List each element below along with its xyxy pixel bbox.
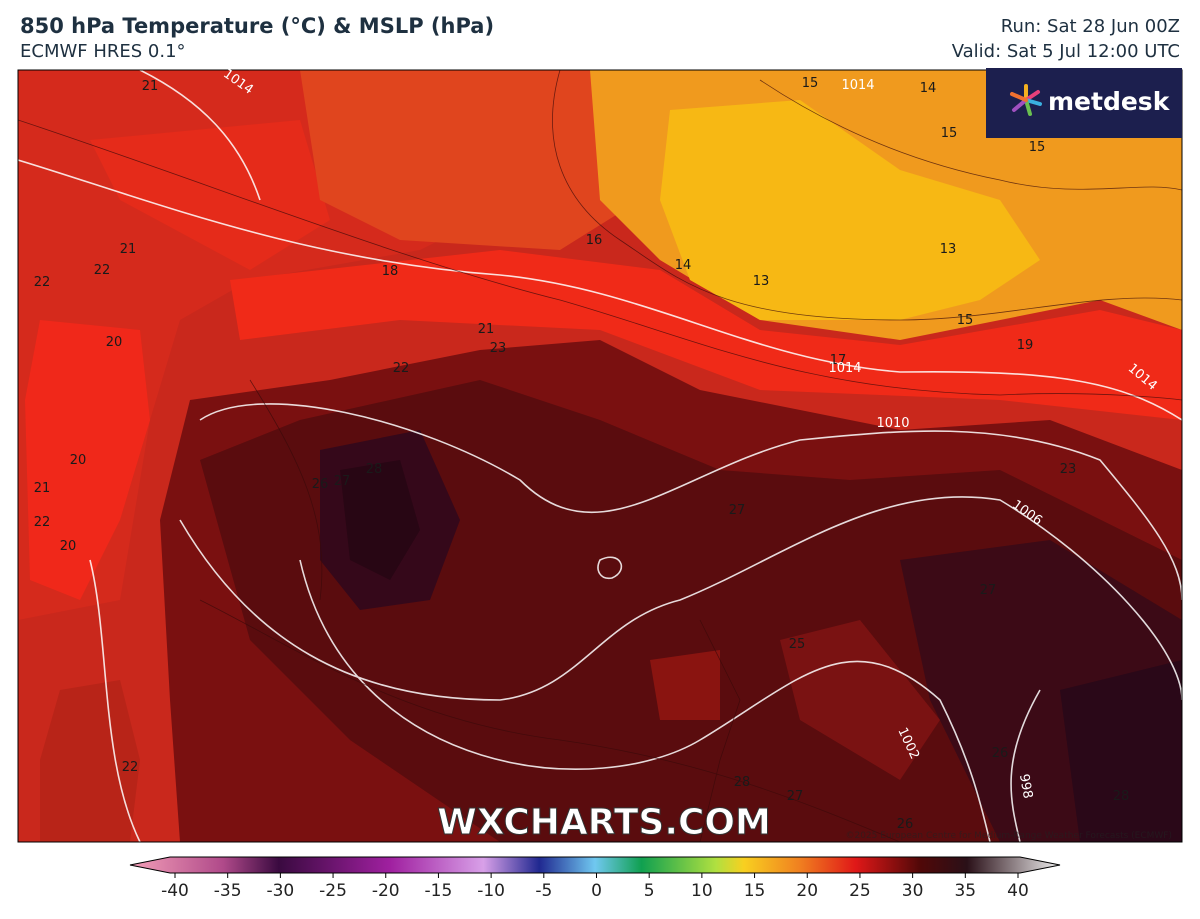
logo-icon [1010, 84, 1042, 116]
colorbar-tick-label: -30 [266, 881, 294, 901]
logo-box [986, 68, 1182, 138]
temperature-label: 28 [734, 775, 751, 790]
colorbar-tick-label: 30 [902, 881, 924, 901]
subtitle: ECMWF HRES 0.1° [20, 41, 186, 62]
temperature-label: 20 [106, 335, 123, 350]
pressure-label: 1010 [876, 416, 909, 431]
watermark: WXCHARTS.COM [437, 802, 771, 843]
temperature-label: 13 [753, 274, 770, 289]
temperature-label: 16 [586, 233, 603, 248]
temperature-label: 28 [1113, 789, 1130, 804]
temperature-label: 27 [334, 474, 351, 489]
temperature-label: 21 [142, 79, 159, 94]
temperature-label: 26 [897, 817, 914, 832]
colorbar-tick-label: -10 [477, 881, 505, 901]
colorbar [129, 856, 1061, 874]
temperature-label: 21 [478, 322, 495, 337]
temperature-label: 25 [789, 637, 806, 652]
title: 850 hPa Temperature (°C) & MSLP (hPa) [20, 14, 495, 38]
temperature-label: 22 [94, 263, 111, 278]
temperature-label: 15 [802, 76, 819, 91]
temperature-label: 27 [980, 583, 997, 598]
pressure-label: 998 [1016, 773, 1035, 800]
temperature-label: 20 [70, 453, 87, 468]
logo-text: metdesk [1048, 87, 1171, 116]
colorbar-tick-label: 5 [644, 881, 655, 901]
temperature-label: 15 [941, 126, 958, 141]
temperature-label: 14 [675, 258, 692, 273]
colorbar-tick-label: 15 [744, 881, 766, 901]
map-frame [17, 69, 1183, 843]
colorbar-tick-label: 0 [591, 881, 602, 901]
colorbar-tick-label: 35 [954, 881, 976, 901]
temperature-label: 15 [957, 313, 974, 328]
temperature-label: 18 [382, 264, 399, 279]
temperature-label: 27 [787, 789, 804, 804]
temperature-label: 14 [920, 81, 937, 96]
temperature-label: 20 [60, 539, 77, 554]
pressure-label: 1014 [841, 78, 874, 93]
temperature-label: 22 [34, 275, 51, 290]
temperature-label: 28 [366, 462, 383, 477]
colorbar-tick-label: -15 [425, 881, 453, 901]
valid-time: Valid: Sat 5 Jul 12:00 UTC [951, 41, 1180, 62]
temperature-label: 15 [1029, 140, 1046, 155]
temperature-label: 22 [122, 760, 139, 775]
temperature-label: 13 [940, 242, 957, 257]
temperature-label: 23 [490, 341, 507, 356]
temperature-label: 27 [729, 503, 746, 518]
colorbar-tick-label: 20 [796, 881, 818, 901]
colorbar-tick-label: -35 [214, 881, 242, 901]
copyright: ©2025 European Centre for Medium-Range W… [845, 831, 1172, 841]
colorbar-tick-label: 10 [691, 881, 713, 901]
temperature-label: 26 [312, 477, 329, 492]
pressure-label: 1014 [828, 361, 861, 376]
temperature-label: 26 [992, 746, 1009, 761]
temperature-label: 19 [1017, 338, 1034, 353]
colorbar-tick-label: -40 [161, 881, 189, 901]
run-time: Run: Sat 28 Jun 00Z [1000, 16, 1180, 37]
temperature-label: 21 [34, 481, 51, 496]
temperature-label: 22 [393, 361, 410, 376]
temperature-label: 22 [34, 515, 51, 530]
colorbar-tick-label: -25 [319, 881, 347, 901]
map-field [18, 70, 1182, 842]
temperature-label: 17 [830, 353, 847, 368]
colorbar-tick-label: -5 [535, 881, 552, 901]
colorbar-tick-label: 40 [1007, 881, 1029, 901]
colorbar-tick-label: 25 [849, 881, 871, 901]
colorbar-tick-label: -20 [372, 881, 400, 901]
temperature-label: 23 [1060, 462, 1077, 477]
temperature-label: 21 [120, 242, 137, 257]
